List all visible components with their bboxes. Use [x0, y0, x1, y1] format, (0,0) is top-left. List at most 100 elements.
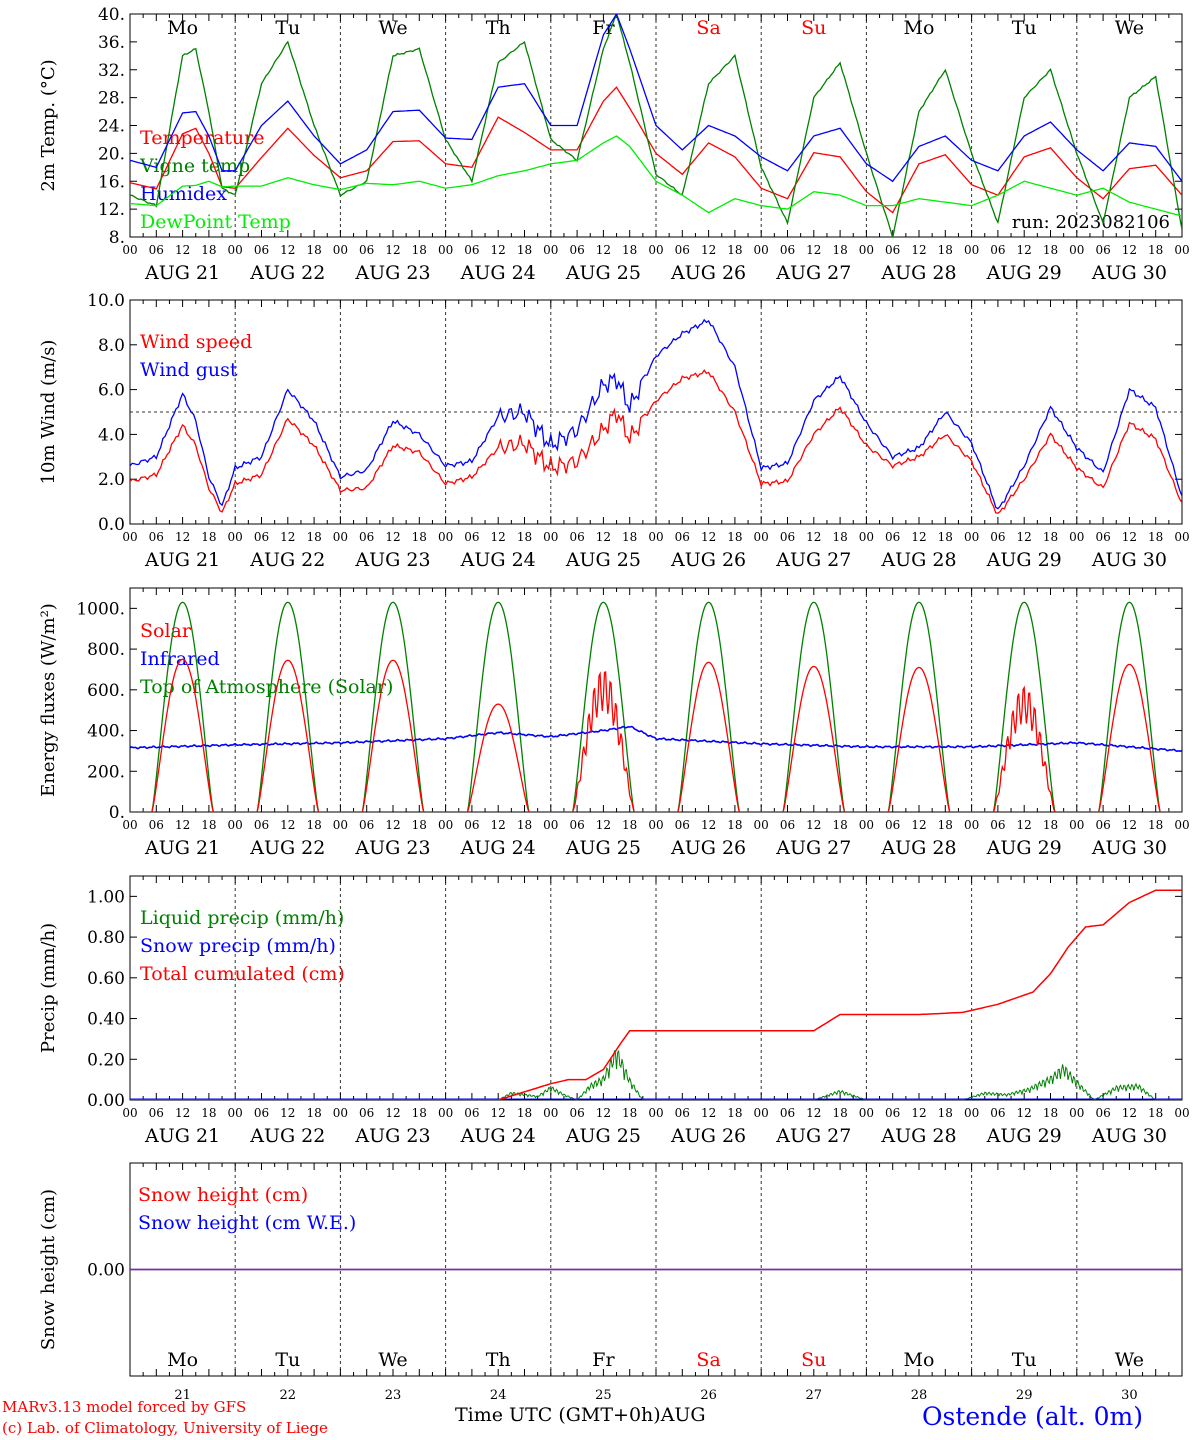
- hour-tick-label: 18: [1043, 243, 1058, 257]
- date-label: AUG 25: [565, 837, 641, 859]
- month-label: AUG: [660, 1404, 706, 1426]
- hour-tick-label: 00: [648, 818, 663, 832]
- hour-tick-label: 06: [464, 1106, 479, 1120]
- y-tick-label: 28.: [98, 89, 125, 109]
- hour-tick-label: 12: [911, 818, 926, 832]
- hour-tick-label: 12: [491, 1106, 506, 1120]
- hour-tick-label: 00: [333, 243, 348, 257]
- hour-tick-label: 00: [122, 1106, 137, 1120]
- hour-tick-label: 18: [306, 530, 321, 544]
- hour-tick-label: 18: [622, 1106, 637, 1120]
- hour-tick-label: 06: [675, 1106, 690, 1120]
- hour-tick-label: 00: [228, 1106, 243, 1120]
- hour-tick-label: 12: [175, 243, 190, 257]
- date-label: AUG 25: [565, 262, 641, 284]
- hour-tick-label: 18: [201, 818, 216, 832]
- hour-tick-label: 18: [517, 818, 532, 832]
- hour-tick-label: 00: [438, 530, 453, 544]
- weekday-label: Tu: [275, 17, 300, 39]
- hour-tick-label: 18: [1043, 1106, 1058, 1120]
- hour-tick-label: 18: [1148, 530, 1163, 544]
- hour-tick-label: 12: [385, 818, 400, 832]
- hour-tick-label: 18: [201, 1106, 216, 1120]
- hour-tick-label: 00: [122, 818, 137, 832]
- weekday-label: Mo: [904, 17, 935, 39]
- series-infrared: [130, 725, 1182, 753]
- date-label: AUG 27: [775, 1125, 851, 1147]
- series-dewpoint-temp: [130, 135, 1182, 217]
- y-tick-label: 8.: [109, 228, 125, 248]
- hour-tick-label: 12: [280, 243, 295, 257]
- y-axis-label: Precip (mm/h): [38, 923, 59, 1053]
- y-tick-label: 20.: [98, 144, 125, 164]
- hour-tick-label: 00: [1069, 530, 1084, 544]
- hour-tick-label: 00: [648, 530, 663, 544]
- hour-tick-label: 12: [280, 1106, 295, 1120]
- hour-tick-label: 18: [622, 243, 637, 257]
- hour-tick-label: 06: [464, 818, 479, 832]
- legend-wind-speed: Wind speed: [140, 331, 252, 353]
- hour-tick-label: 12: [491, 243, 506, 257]
- y-tick-label: 800.: [87, 640, 125, 660]
- hour-tick-label: 00: [754, 1106, 769, 1120]
- hour-tick-label: 18: [727, 530, 742, 544]
- hour-tick-label: 18: [727, 1106, 742, 1120]
- hour-tick-label: 12: [1017, 1106, 1032, 1120]
- hour-tick-label: 12: [701, 1106, 716, 1120]
- hour-tick-label: 06: [569, 1106, 584, 1120]
- hour-tick-label: 12: [1122, 530, 1137, 544]
- date-label: AUG 24: [460, 262, 536, 284]
- hour-tick-label: 00: [754, 530, 769, 544]
- hour-tick-label: 18: [1148, 1106, 1163, 1120]
- date-label: AUG 25: [565, 549, 641, 571]
- plot-area: [130, 889, 1182, 1100]
- run-annotation: run: 2023082106: [1012, 212, 1170, 233]
- hour-tick-label: 06: [990, 818, 1005, 832]
- panel-2: 00 06 12 18 00 06 12 18 00 06 12 18 00 06 12 18 00 06 12 18…: [38, 587, 1190, 859]
- date-label: AUG 21: [144, 1125, 220, 1147]
- y-axis-label: 2m Temp. (°C): [38, 59, 59, 191]
- hour-tick-label: 12: [280, 530, 295, 544]
- day-number-label: 26: [700, 1388, 717, 1403]
- hour-tick-label: 18: [517, 243, 532, 257]
- date-label: AUG 30: [1091, 1125, 1167, 1147]
- weekday-label: Fr: [592, 1349, 615, 1371]
- hour-tick-label: 06: [149, 243, 164, 257]
- lab-credit: (c) Lab. of Climatology, University of L…: [2, 1419, 328, 1437]
- date-label: AUG 29: [986, 549, 1062, 571]
- hour-tick-label: 18: [306, 243, 321, 257]
- day-number-label: 25: [595, 1388, 612, 1403]
- hour-tick-label: 06: [1095, 1106, 1110, 1120]
- hour-tick-label: 12: [385, 243, 400, 257]
- date-label: AUG 29: [986, 262, 1062, 284]
- hour-tick-label: 18: [201, 243, 216, 257]
- hour-tick-label: 06: [149, 1106, 164, 1120]
- panel-frame: [129, 587, 1183, 813]
- hour-tick-label: 06: [254, 818, 269, 832]
- hour-tick-label: 06: [569, 818, 584, 832]
- legend-liquid-precip-mm-h-: Liquid precip (mm/h): [140, 907, 344, 929]
- hour-tick-label: 00: [543, 243, 558, 257]
- y-tick-label: 32.: [98, 61, 125, 81]
- y-tick-label: 0.00: [87, 1261, 125, 1281]
- y-tick-label: 40.: [98, 5, 125, 25]
- date-label: AUG 30: [1091, 549, 1167, 571]
- day-number-label: 24: [490, 1388, 507, 1403]
- y-tick-label: 12.: [98, 200, 125, 220]
- hour-tick-label: 06: [149, 530, 164, 544]
- hour-tick-label: 12: [385, 1106, 400, 1120]
- hour-tick-label: 18: [938, 1106, 953, 1120]
- y-tick-label: 0.40: [87, 1010, 125, 1030]
- day-number-label: 30: [1121, 1388, 1138, 1403]
- hour-tick-label: 00: [438, 818, 453, 832]
- hour-tick-label: 06: [359, 1106, 374, 1120]
- day-number-label: 28: [911, 1388, 928, 1403]
- hour-tick-label: 18: [1043, 818, 1058, 832]
- date-label: AUG 27: [775, 549, 851, 571]
- hour-tick-label: 12: [491, 530, 506, 544]
- series-vigne-temp: [130, 14, 1182, 237]
- hour-tick-label: 12: [1017, 530, 1032, 544]
- hour-tick-label: 18: [938, 243, 953, 257]
- legend-temperature: Temperature: [140, 127, 264, 149]
